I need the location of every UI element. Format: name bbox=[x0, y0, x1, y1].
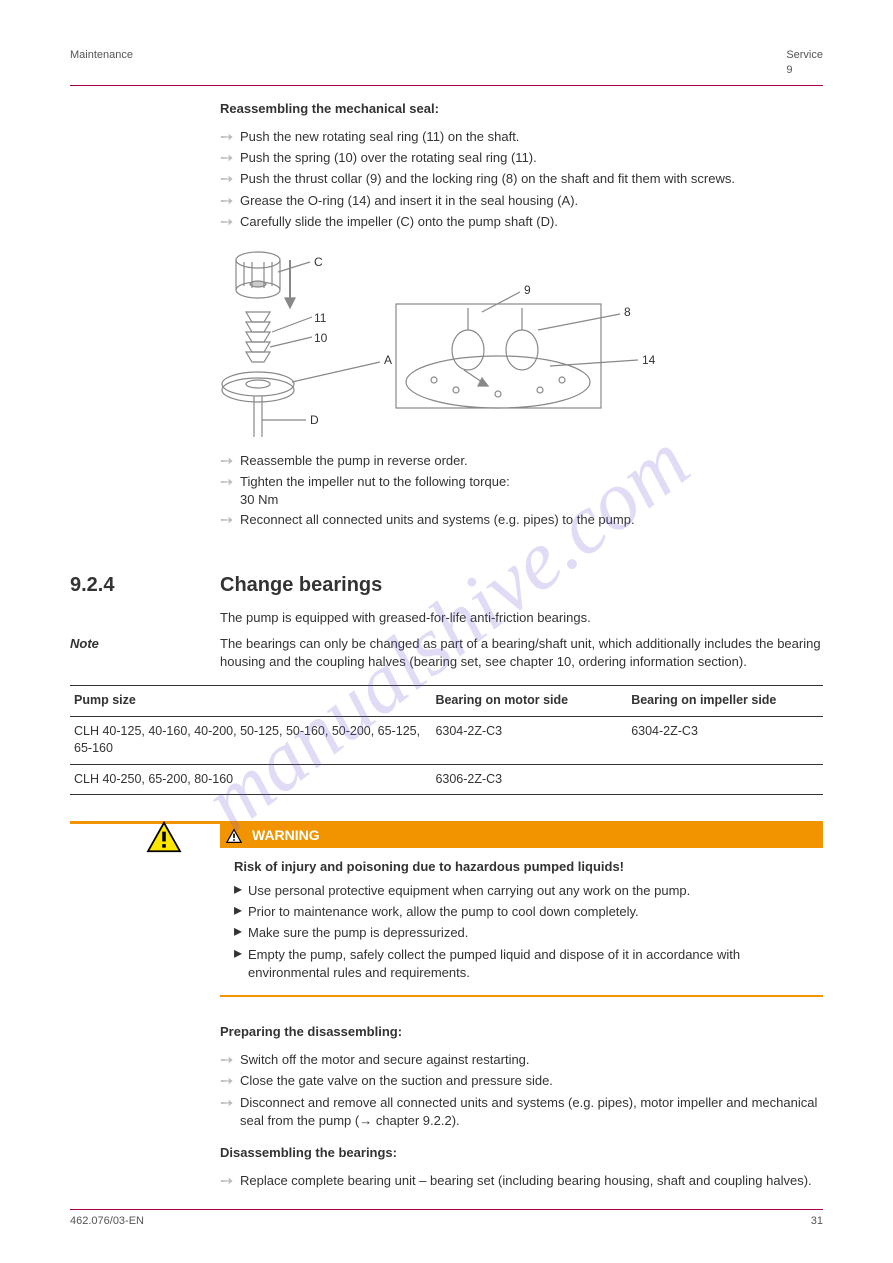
table-row: CLH 40-125, 40-160, 40-200, 50-125, 50-1… bbox=[70, 716, 823, 764]
section-title: Change bearings bbox=[220, 571, 382, 599]
section-heading: 9.2.4 Change bearings bbox=[70, 571, 823, 599]
assembly-steps: ➙Push the new rotating seal ring (11) on… bbox=[220, 128, 823, 232]
warn-head-wrap: WARNING bbox=[220, 824, 823, 848]
warn-item: ▸Prior to maintenance work, allow the pu… bbox=[234, 903, 809, 921]
step-item: ➙Grease the O-ring (14) and insert it in… bbox=[220, 192, 823, 211]
table-head-row: Pump size Bearing on motor side Bearing … bbox=[70, 686, 823, 717]
step-item: ➙Push the thrust collar (9) and the lock… bbox=[220, 170, 823, 189]
prep-title-2: Disassembling the bearings: bbox=[220, 1144, 823, 1162]
fig-label-8: 8 bbox=[624, 304, 631, 321]
step-item: ➙Push the new rotating seal ring (11) on… bbox=[220, 128, 823, 147]
step-item: ➙Reassemble the pump in reverse order. bbox=[220, 452, 823, 471]
arrow-icon: ➙ bbox=[220, 511, 240, 530]
fig-label-14: 14 bbox=[642, 352, 655, 369]
fig-label-a: A bbox=[384, 352, 392, 369]
assembly-steps-2: ➙Reassemble the pump in reverse order. ➙… bbox=[220, 452, 823, 531]
fig-label-11: 11 bbox=[314, 310, 326, 327]
col-head: Bearing on motor side bbox=[431, 686, 627, 717]
arrow-icon: ➙ bbox=[220, 1051, 240, 1070]
arrow-icon: ➙ bbox=[220, 128, 240, 147]
warning-box: WARNING Risk of injury and poisoning due… bbox=[70, 821, 823, 997]
page-footer: 462.076/03-EN 31 bbox=[70, 1209, 823, 1229]
arrow-icon: ➙ bbox=[220, 1172, 240, 1191]
step-item: ➙Push the spring (10) over the rotating … bbox=[220, 149, 823, 168]
arrow-icon: ➙ bbox=[220, 149, 240, 168]
fig-label-c: C bbox=[314, 254, 323, 271]
section-body: The pump is equipped with greased-for-li… bbox=[220, 609, 823, 627]
note-label: Note bbox=[70, 635, 220, 671]
bearing-table: Pump size Bearing on motor side Bearing … bbox=[70, 685, 823, 795]
warning-head: WARNING bbox=[220, 824, 823, 848]
col-head: Bearing on impeller side bbox=[627, 686, 823, 717]
page: Maintenance Service 9 Reassembling the m… bbox=[0, 0, 893, 1263]
note-text: The bearings can only be changed as part… bbox=[220, 635, 823, 671]
step-item: ➙Reconnect all connected units and syste… bbox=[220, 511, 823, 530]
fig-label-d: D bbox=[310, 412, 319, 429]
torque-value: 30 Nm bbox=[240, 492, 278, 507]
warning-title: Risk of injury and poisoning due to haza… bbox=[234, 858, 809, 876]
warn-item: ▸Use personal protective equipment when … bbox=[234, 882, 809, 900]
step-item: ➙Carefully slide the impeller (C) onto t… bbox=[220, 213, 823, 232]
fig-label-10: 10 bbox=[314, 330, 327, 347]
arrow-icon: ➙ bbox=[220, 1094, 240, 1113]
arrow-icon: ➙ bbox=[220, 1072, 240, 1091]
warning-icon bbox=[146, 821, 182, 853]
step-item: ➙Disconnect and remove all connected uni… bbox=[220, 1094, 823, 1130]
figure-area: C 11 10 A D 9 8 14 bbox=[220, 242, 823, 452]
arrow-icon: ➙ bbox=[220, 473, 240, 492]
prep-title: Preparing the disassembling: bbox=[220, 1023, 823, 1041]
warning-icon-small bbox=[226, 828, 242, 844]
footer-docnum: 462.076/03-EN bbox=[70, 1214, 144, 1229]
footer-page: 31 bbox=[811, 1214, 823, 1229]
prep-steps: ➙Switch off the motor and secure against… bbox=[220, 1051, 823, 1130]
step-item: ➙Switch off the motor and secure against… bbox=[220, 1051, 823, 1070]
header-left: Maintenance bbox=[70, 48, 133, 79]
fig-label-9: 9 bbox=[524, 282, 531, 299]
page-header: Maintenance Service 9 bbox=[70, 48, 823, 79]
header-rule bbox=[70, 85, 823, 86]
cell bbox=[627, 764, 823, 795]
note-block: Note The bearings can only be changed as… bbox=[70, 635, 823, 671]
table-row: CLH 40-250, 65-200, 80-160 6306-2Z-C3 bbox=[70, 764, 823, 795]
arrow-icon: ➙ bbox=[220, 213, 240, 232]
warn-item: ▸Make sure the pump is depressurized. bbox=[234, 924, 809, 942]
warn-rule bbox=[220, 995, 823, 997]
arrow-icon: ➙ bbox=[220, 452, 240, 471]
arrow-icon: ➙ bbox=[220, 192, 240, 211]
cell: 6304-2Z-C3 bbox=[431, 716, 627, 764]
header-right: Service 9 bbox=[786, 48, 823, 79]
intro-text: The pump is equipped with greased-for-li… bbox=[220, 609, 823, 627]
warning-body: Risk of injury and poisoning due to haza… bbox=[220, 848, 823, 995]
cell: CLH 40-125, 40-160, 40-200, 50-125, 50-1… bbox=[70, 716, 431, 764]
warning-head-text: WARNING bbox=[252, 826, 320, 846]
step-item: ➙ Tighten the impeller nut to the follow… bbox=[220, 473, 823, 509]
arrow-icon: ➙ bbox=[220, 170, 240, 189]
assembly-title: Reassembling the mechanical seal: bbox=[220, 100, 823, 118]
col-head: Pump size bbox=[70, 686, 431, 717]
step-item: ➙Replace complete bearing unit – bearing… bbox=[220, 1172, 823, 1191]
section-number: 9.2.4 bbox=[70, 571, 220, 599]
technical-drawing bbox=[220, 242, 650, 452]
warn-item: ▸Empty the pump, safely collect the pump… bbox=[234, 946, 809, 982]
step-item: ➙Close the gate valve on the suction and… bbox=[220, 1072, 823, 1091]
cell: CLH 40-250, 65-200, 80-160 bbox=[70, 764, 431, 795]
prep-steps-2: ➙Replace complete bearing unit – bearing… bbox=[220, 1172, 823, 1191]
cell: 6304-2Z-C3 bbox=[627, 716, 823, 764]
cell: 6306-2Z-C3 bbox=[431, 764, 627, 795]
